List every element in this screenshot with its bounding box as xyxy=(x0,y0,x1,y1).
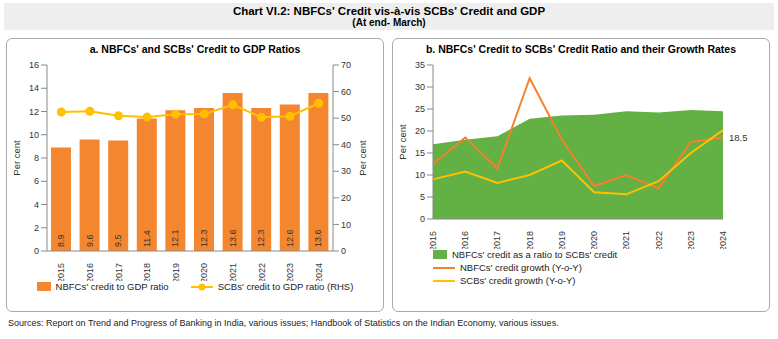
html-text:NBFCs' credit as a ratio to SC: NBFCs' credit as a ratio to SCBs' credit xyxy=(452,249,618,260)
svg-text:2018: 2018 xyxy=(142,263,152,281)
svg-text:0: 0 xyxy=(341,246,346,256)
svg-text:8.9: 8.9 xyxy=(56,234,66,247)
svg-text:2024: 2024 xyxy=(314,263,324,281)
svg-text:30: 30 xyxy=(341,166,351,176)
svg-text:30: 30 xyxy=(415,82,425,92)
svg-text:2021: 2021 xyxy=(228,263,238,281)
svg-text:Per cent: Per cent xyxy=(11,140,22,176)
svg-text:2022: 2022 xyxy=(257,263,267,281)
html-text:a. NBFCs' and SCBs' Credit to: a. NBFCs' and SCBs' Credit to GDP Ratios xyxy=(89,43,301,55)
svg-text:0: 0 xyxy=(420,214,425,224)
svg-text:2024: 2024 xyxy=(718,231,728,249)
svg-text:13.6: 13.6 xyxy=(313,229,323,247)
svg-text:2015: 2015 xyxy=(56,263,66,281)
svg-text:25: 25 xyxy=(415,104,425,114)
svg-text:Per cent: Per cent xyxy=(357,140,368,176)
svg-text:12.3: 12.3 xyxy=(256,229,266,247)
svg-text:11.4: 11.4 xyxy=(142,230,152,247)
svg-text:2020: 2020 xyxy=(589,231,599,249)
svg-text:2016: 2016 xyxy=(460,231,470,249)
svg-text:18.5: 18.5 xyxy=(729,132,748,143)
svg-text:10: 10 xyxy=(415,170,425,180)
svg-text:12: 12 xyxy=(29,107,39,117)
svg-text:10: 10 xyxy=(29,130,39,140)
svg-text:9.5: 9.5 xyxy=(113,234,123,247)
svg-text:2022: 2022 xyxy=(654,231,664,249)
svg-text:2023: 2023 xyxy=(686,231,696,249)
svg-text:2015: 2015 xyxy=(428,231,438,249)
html-text:Chart VI.2: NBFCs' Credit vis-: Chart VI.2: NBFCs' Credit vis-à-vis SCBs… xyxy=(232,5,546,17)
svg-text:12.1: 12.1 xyxy=(170,229,180,247)
svg-text:15: 15 xyxy=(415,148,425,158)
svg-text:2017: 2017 xyxy=(492,231,502,249)
svg-text:50: 50 xyxy=(341,113,351,123)
svg-text:12.3: 12.3 xyxy=(199,229,209,247)
html-text:Sources: Report on Trend and P: Sources: Report on Trend and Progress of… xyxy=(8,318,559,328)
svg-text:2020: 2020 xyxy=(199,263,209,281)
svg-text:4: 4 xyxy=(34,200,39,210)
svg-text:40: 40 xyxy=(341,140,351,150)
svg-text:13.6: 13.6 xyxy=(228,229,238,247)
html-text:SCBs' credit to GDP ratio (RHS: SCBs' credit to GDP ratio (RHS) xyxy=(217,281,354,292)
svg-text:9.6: 9.6 xyxy=(85,234,95,247)
html-text:(At end- March): (At end- March) xyxy=(352,17,426,28)
svg-text:8: 8 xyxy=(34,153,39,163)
svg-text:20: 20 xyxy=(341,193,351,203)
svg-text:5: 5 xyxy=(420,192,425,202)
svg-text:2023: 2023 xyxy=(285,263,295,281)
html-text:SCBs' credit growth (Y-o-Y): SCBs' credit growth (Y-o-Y) xyxy=(460,275,576,286)
svg-text:12.6: 12.6 xyxy=(285,229,295,247)
svg-text:35: 35 xyxy=(415,60,425,70)
svg-text:2019: 2019 xyxy=(557,231,567,249)
svg-text:2018: 2018 xyxy=(525,231,535,249)
svg-text:2021: 2021 xyxy=(621,231,631,249)
svg-text:14: 14 xyxy=(29,83,39,93)
svg-text:60: 60 xyxy=(341,87,351,97)
svg-text:2019: 2019 xyxy=(171,263,181,281)
html-text:NBFCs' credit to GDP ratio: NBFCs' credit to GDP ratio xyxy=(55,281,169,292)
svg-text:10: 10 xyxy=(341,220,351,230)
svg-text:6: 6 xyxy=(34,176,39,186)
svg-text:2: 2 xyxy=(34,223,39,233)
svg-text:16: 16 xyxy=(29,60,39,70)
html-text:b. NBFCs' Credit to SCBs' Cred: b. NBFCs' Credit to SCBs' Credit Ratio a… xyxy=(425,43,736,55)
svg-text:2016: 2016 xyxy=(85,263,95,281)
svg-text:0: 0 xyxy=(34,246,39,256)
svg-text:Per cent: Per cent xyxy=(397,124,408,160)
html-text:NBFCs' credit growth (Y-o-Y): NBFCs' credit growth (Y-o-Y) xyxy=(460,262,582,273)
svg-text:70: 70 xyxy=(341,60,351,70)
svg-text:2017: 2017 xyxy=(114,263,124,281)
svg-text:20: 20 xyxy=(415,126,425,136)
